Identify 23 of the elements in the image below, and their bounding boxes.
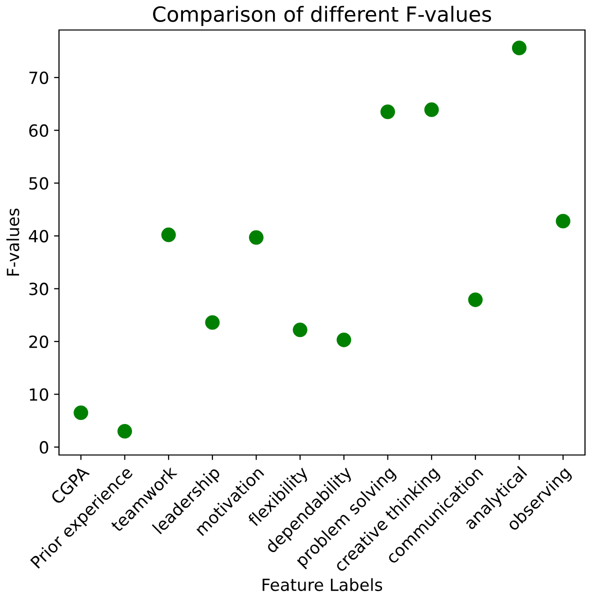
y-tick-label: 50 — [29, 177, 48, 190]
y-tick-label: 60 — [29, 124, 48, 137]
y-tick-label: 10 — [30, 388, 48, 401]
chart-title: Comparison of different F-values — [153, 6, 492, 26]
point — [292, 322, 308, 338]
point — [205, 315, 220, 330]
point — [556, 214, 570, 228]
point — [248, 230, 264, 245]
point — [74, 405, 88, 420]
y-tick-label: 0 — [40, 441, 48, 454]
point — [117, 424, 132, 439]
y-axis-title: F-values — [6, 208, 20, 276]
point — [512, 40, 527, 56]
y-tick-label: 30 — [29, 282, 48, 296]
point — [468, 292, 483, 308]
point — [424, 102, 439, 118]
point — [380, 104, 396, 120]
point — [336, 332, 352, 348]
point — [161, 228, 176, 242]
x-axis-title: Feature Labels — [262, 578, 382, 592]
y-tick-label: 20 — [29, 335, 48, 348]
y-tick-label: 40 — [28, 230, 48, 242]
y-tick-label: 70 — [29, 71, 48, 84]
